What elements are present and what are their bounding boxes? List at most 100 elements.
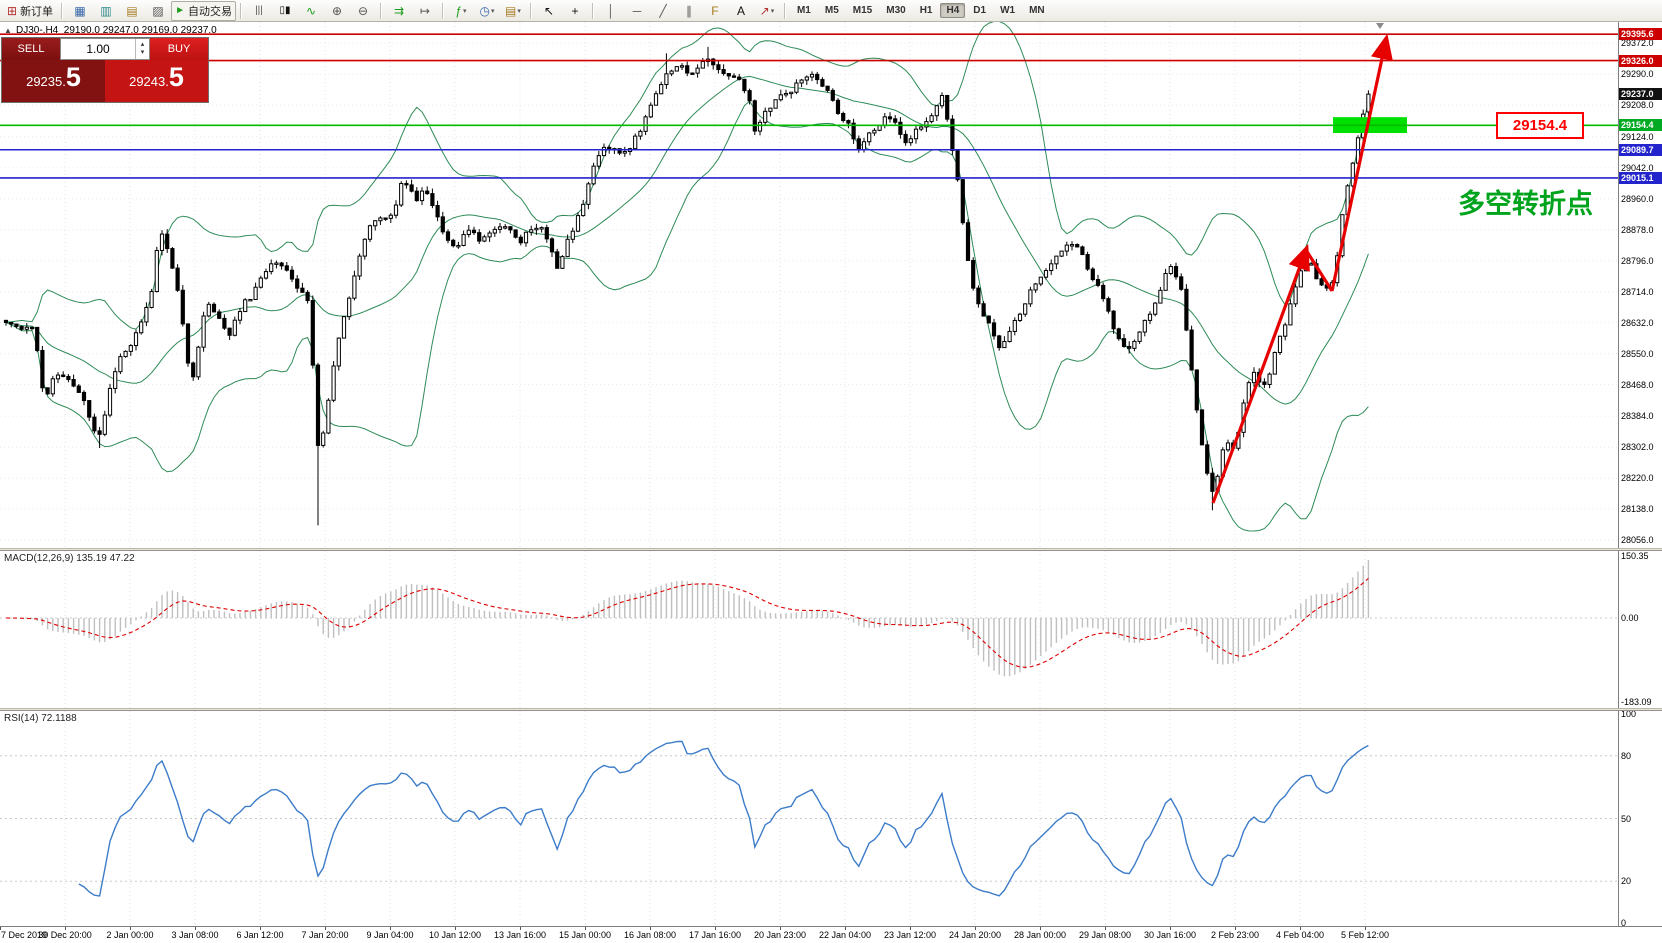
tf-h4-button[interactable]: H4 xyxy=(940,3,966,18)
symbol-ohlc-info: DJ30-.H4 29190.0 29247.0 29169.0 29237.0 xyxy=(16,25,217,36)
new-order-button[interactable]: ⊞ 新订单 xyxy=(3,1,57,21)
horizontal-lines[interactable] xyxy=(0,33,1618,179)
cursor-button[interactable]: ↖ xyxy=(536,1,562,21)
time-axis[interactable]: 7 Dec 2019 30 Dec 20:00 2 Jan 00:00 3 Jan 0… xyxy=(0,926,1662,943)
time-label: 6 Jan 12:00 xyxy=(236,930,284,940)
trend-arrows[interactable] xyxy=(1211,33,1393,504)
periods-button[interactable]: ◷ ▾ xyxy=(474,1,500,21)
candlestick-chart-button[interactable]: ▯▮ xyxy=(272,1,298,21)
tf-mn-button[interactable]: MN xyxy=(1029,5,1045,16)
scale-label: 28960.0 xyxy=(1621,193,1654,204)
time-label: 16 Jan 08:00 xyxy=(623,930,677,940)
zoom-out-icon: ⊖ xyxy=(357,3,368,18)
scale-label: 28878.0 xyxy=(1621,224,1654,235)
candlesticks xyxy=(3,46,1371,526)
volume-field[interactable]: ▴ ▾ xyxy=(60,38,150,60)
chart-shift-marker-icon[interactable] xyxy=(1376,23,1384,29)
volume-stepper[interactable]: ▴ ▾ xyxy=(135,39,149,59)
tf-d1-button[interactable]: D1 xyxy=(973,5,987,16)
crosshair-button[interactable]: + xyxy=(562,1,588,21)
text-button[interactable]: A xyxy=(728,1,754,21)
time-label: 22 Jan 04:00 xyxy=(818,930,872,940)
time-tick xyxy=(715,927,716,930)
new-order-icon: ⊞ xyxy=(7,3,18,18)
macd-panel[interactable] xyxy=(0,551,1618,708)
time-label: 15 Jan 00:00 xyxy=(558,930,612,940)
trendline-button[interactable]: ╱ xyxy=(650,1,676,21)
channel-button[interactable]: ∥ xyxy=(676,1,702,21)
data-window-button[interactable]: ▥ xyxy=(93,1,119,21)
trade-panel-collapse-icon[interactable]: ▲ xyxy=(4,26,12,35)
autotrading-button[interactable]: ► 自动交易 xyxy=(171,0,236,21)
buy-button[interactable]: BUY xyxy=(150,38,208,60)
chevron-down-icon: ▾ xyxy=(463,7,467,15)
tf-w1-button[interactable]: W1 xyxy=(1000,5,1016,16)
time-tick xyxy=(0,927,1,930)
ask-price[interactable]: 29243. 5 xyxy=(105,60,208,102)
navigator-icon: ▤ xyxy=(126,3,138,18)
zoom-out-button[interactable]: ⊖ xyxy=(350,1,376,21)
main-chart[interactable] xyxy=(0,22,1618,548)
market-watch-button[interactable]: ▦ xyxy=(67,1,93,21)
time-label: 5 Feb 12:00 xyxy=(1340,930,1390,940)
scale-label: 29042.0 xyxy=(1621,162,1654,173)
rsi-panel[interactable] xyxy=(0,711,1618,926)
scale-label: 28384.0 xyxy=(1621,411,1654,422)
toolbar-separator xyxy=(379,2,382,19)
bar-chart-icon: ||| xyxy=(255,4,263,16)
auto-scroll-button[interactable]: ⇉ xyxy=(386,1,412,21)
tf-m30-button[interactable]: M30 xyxy=(886,5,906,16)
bid-price[interactable]: 29235. 5 xyxy=(2,60,105,102)
zoom-in-button[interactable]: ⊕ xyxy=(324,1,350,21)
panel-divider[interactable] xyxy=(0,548,1662,551)
pivot-price-label[interactable]: 29154.4 xyxy=(1496,112,1584,139)
tf-m5-button[interactable]: M5 xyxy=(824,5,839,16)
scale-label: 28220.0 xyxy=(1621,473,1654,484)
scale-label: 28550.0 xyxy=(1621,348,1654,359)
scale-label: 29208.0 xyxy=(1621,100,1654,111)
volume-down-icon[interactable]: ▾ xyxy=(140,49,145,56)
data-window-icon: ▥ xyxy=(100,3,112,18)
chart-shift-button[interactable]: ↦ xyxy=(412,1,438,21)
arrows-button[interactable]: ↗ ▾ xyxy=(754,1,780,21)
volume-up-icon[interactable]: ▴ xyxy=(140,41,145,49)
fibonacci-button[interactable]: F xyxy=(702,1,728,21)
horizontal-line-button[interactable]: ─ xyxy=(624,1,650,21)
time-tick xyxy=(780,927,781,930)
volume-input[interactable] xyxy=(61,39,135,59)
chevron-down-icon: ▾ xyxy=(770,7,775,15)
bid-price-main: 29235. xyxy=(26,74,66,89)
price-tag: 29395.6 xyxy=(1619,28,1662,41)
panel-divider[interactable] xyxy=(0,708,1662,711)
tf-m15-button[interactable]: M15 xyxy=(852,5,873,16)
vertical-line-button[interactable]: │ xyxy=(598,1,624,21)
candlestick-chart-icon: ▯▮ xyxy=(279,4,291,16)
time-label: 30 Dec 20:00 xyxy=(38,930,92,940)
toolbar-separator xyxy=(239,2,242,19)
autotrading-play-icon: ► xyxy=(175,4,185,16)
sell-button[interactable]: SELL xyxy=(2,38,60,60)
time-tick xyxy=(1365,927,1366,930)
rsi-line xyxy=(78,740,1369,897)
time-tick xyxy=(910,927,911,930)
tf-h1-button[interactable]: H1 xyxy=(919,5,933,16)
macd-signal-line xyxy=(5,577,1369,668)
templates-button[interactable]: ▤ ▾ xyxy=(500,1,526,21)
horizontal-line-icon: ─ xyxy=(632,3,642,18)
time-label: 23 Jan 12:00 xyxy=(883,930,937,940)
indicators-button[interactable]: ƒ ▾ xyxy=(448,1,474,21)
scale-label: 100 xyxy=(1621,709,1637,719)
time-label: 7 Jan 20:00 xyxy=(301,930,349,940)
terminal-button[interactable]: ▨ xyxy=(145,1,171,21)
bar-chart-button[interactable]: ||| xyxy=(246,1,272,21)
price-scale[interactable]: 29372.0 29290.0 29208.0 29124.0 29042.0 28960… xyxy=(1618,22,1662,943)
navigator-button[interactable]: ▤ xyxy=(119,1,145,21)
one-click-trading-panel: SELL ▴ ▾ BUY 29235.5 29243.5 xyxy=(2,38,208,102)
toolbar-separator xyxy=(591,2,594,19)
time-tick xyxy=(1300,927,1301,930)
tf-m1-button[interactable]: M1 xyxy=(796,5,811,16)
time-tick xyxy=(195,927,196,930)
line-chart-icon: ∿ xyxy=(305,3,316,18)
turning-point-note[interactable]: 多空转折点 xyxy=(1458,189,1593,220)
line-chart-button[interactable]: ∿ xyxy=(298,1,324,21)
